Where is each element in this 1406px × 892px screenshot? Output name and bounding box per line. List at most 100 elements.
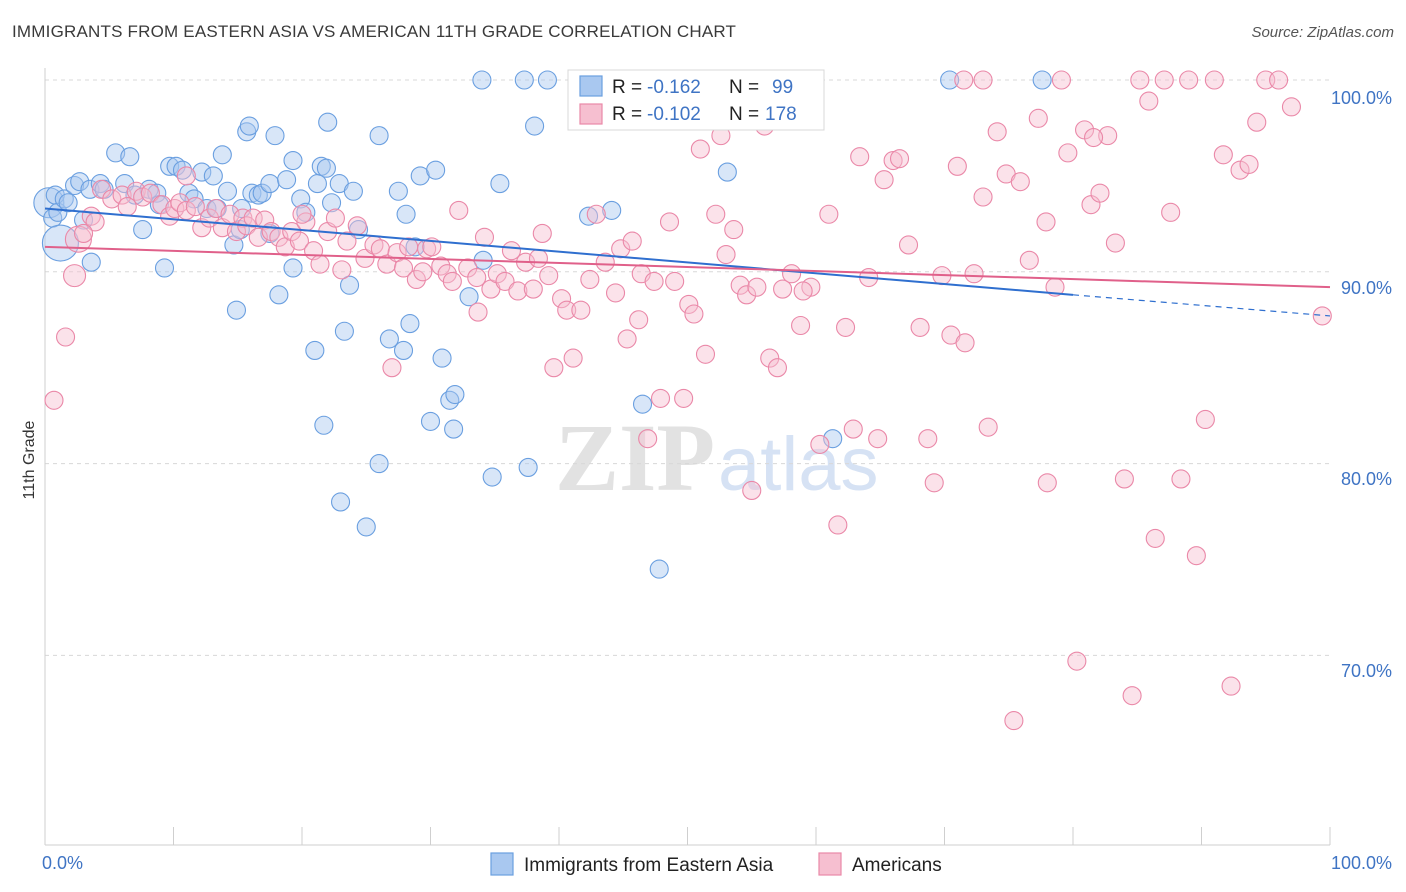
point-americans xyxy=(659,212,680,232)
point-eastern-asia xyxy=(172,160,193,180)
point-eastern-asia xyxy=(226,300,247,320)
point-americans xyxy=(185,197,205,217)
point-americans xyxy=(192,218,212,238)
y-tick-label-100: 100.0% xyxy=(1331,88,1392,108)
watermark-zip: ZIP xyxy=(555,404,715,511)
point-americans xyxy=(580,269,600,290)
point-americans xyxy=(1239,154,1259,174)
point-eastern-asia xyxy=(80,179,100,199)
point-eastern-asia xyxy=(120,147,140,167)
point-americans xyxy=(442,271,462,291)
series-eastern-asia-points xyxy=(33,70,1052,579)
point-americans xyxy=(1098,126,1118,146)
point-americans xyxy=(629,310,649,330)
point-eastern-asia xyxy=(314,415,334,435)
point-americans xyxy=(422,237,442,257)
point-eastern-asia xyxy=(252,183,272,203)
chart-title: IMMIGRANTS FROM EASTERN ASIA VS AMERICAN… xyxy=(12,22,737,41)
point-americans xyxy=(716,244,736,265)
x-tick-label-min: 0.0% xyxy=(42,853,83,873)
point-americans xyxy=(828,515,848,535)
point-americans xyxy=(431,256,451,276)
point-eastern-asia xyxy=(212,145,232,165)
point-americans xyxy=(347,216,367,236)
point-americans xyxy=(1213,145,1233,165)
point-eastern-asia xyxy=(356,517,376,537)
point-eastern-asia xyxy=(537,70,557,90)
point-eastern-asia xyxy=(602,200,622,220)
point-eastern-asia xyxy=(490,174,510,194)
point-americans xyxy=(248,227,268,247)
point-americans xyxy=(679,294,699,314)
point-americans xyxy=(793,281,813,301)
point-eastern-asia xyxy=(482,467,502,487)
point-eastern-asia xyxy=(184,189,204,209)
series-americans-points xyxy=(44,70,1332,731)
point-americans xyxy=(1122,686,1142,706)
point-americans xyxy=(964,264,984,284)
point-americans xyxy=(850,147,870,167)
stats-r-value-blue: -0.162 xyxy=(647,77,701,98)
point-americans xyxy=(1084,127,1104,148)
point-americans xyxy=(1281,97,1301,117)
point-americans xyxy=(843,419,863,439)
point-eastern-asia xyxy=(379,329,399,349)
point-americans xyxy=(468,302,488,322)
point-americans xyxy=(622,231,642,251)
watermark: ZIP atlas xyxy=(555,404,879,511)
y-tick-label-80: 80.0% xyxy=(1341,469,1392,489)
point-eastern-asia xyxy=(420,411,441,431)
point-americans xyxy=(791,315,811,336)
stats-legend: R = -0.162 N = 99 R = -0.102 N = 178 xyxy=(567,69,825,131)
point-americans xyxy=(1028,108,1048,128)
point-americans xyxy=(91,179,112,199)
point-eastern-asia xyxy=(70,172,90,192)
point-americans xyxy=(910,317,930,337)
point-eastern-asia xyxy=(525,116,545,136)
point-americans xyxy=(1161,202,1181,222)
stats-r-label-blue: R = xyxy=(612,77,642,98)
point-eastern-asia xyxy=(265,126,285,146)
point-eastern-asia xyxy=(277,170,297,190)
point-eastern-asia xyxy=(426,160,446,180)
point-eastern-asia xyxy=(203,166,223,186)
point-eastern-asia xyxy=(316,158,336,178)
stats-n-label-pink: N = xyxy=(729,104,759,125)
point-americans xyxy=(690,139,710,159)
point-americans xyxy=(978,417,998,437)
point-americans xyxy=(406,269,426,290)
point-eastern-asia xyxy=(632,394,653,414)
point-eastern-asia xyxy=(217,181,238,201)
stats-n-label-blue: N = xyxy=(729,77,759,98)
point-americans xyxy=(1204,70,1224,90)
point-americans xyxy=(1154,70,1174,90)
point-americans xyxy=(495,271,515,291)
point-americans xyxy=(1105,233,1125,253)
point-eastern-asia xyxy=(396,204,416,224)
point-eastern-asia xyxy=(192,162,212,182)
point-americans xyxy=(532,223,552,243)
point-americans xyxy=(1019,250,1039,270)
point-americans xyxy=(467,268,487,288)
point-americans xyxy=(1090,183,1110,203)
point-americans xyxy=(332,260,352,280)
point-americans xyxy=(836,317,856,337)
point-americans xyxy=(898,235,919,255)
y-tick-label-70: 70.0% xyxy=(1341,661,1392,681)
point-americans xyxy=(586,204,606,224)
point-eastern-asia xyxy=(269,285,289,305)
point-americans xyxy=(773,279,793,299)
point-americans xyxy=(695,344,716,364)
point-americans xyxy=(924,473,944,493)
point-americans xyxy=(557,300,577,320)
point-americans xyxy=(528,248,548,268)
legend-label-americans: Americans xyxy=(852,855,942,876)
point-americans xyxy=(605,283,626,303)
point-eastern-asia xyxy=(106,143,126,163)
point-americans xyxy=(382,358,402,378)
point-americans xyxy=(102,189,122,209)
point-eastern-asia xyxy=(823,429,843,449)
point-eastern-asia xyxy=(343,181,363,201)
point-americans xyxy=(474,227,495,247)
point-americans xyxy=(337,231,357,251)
